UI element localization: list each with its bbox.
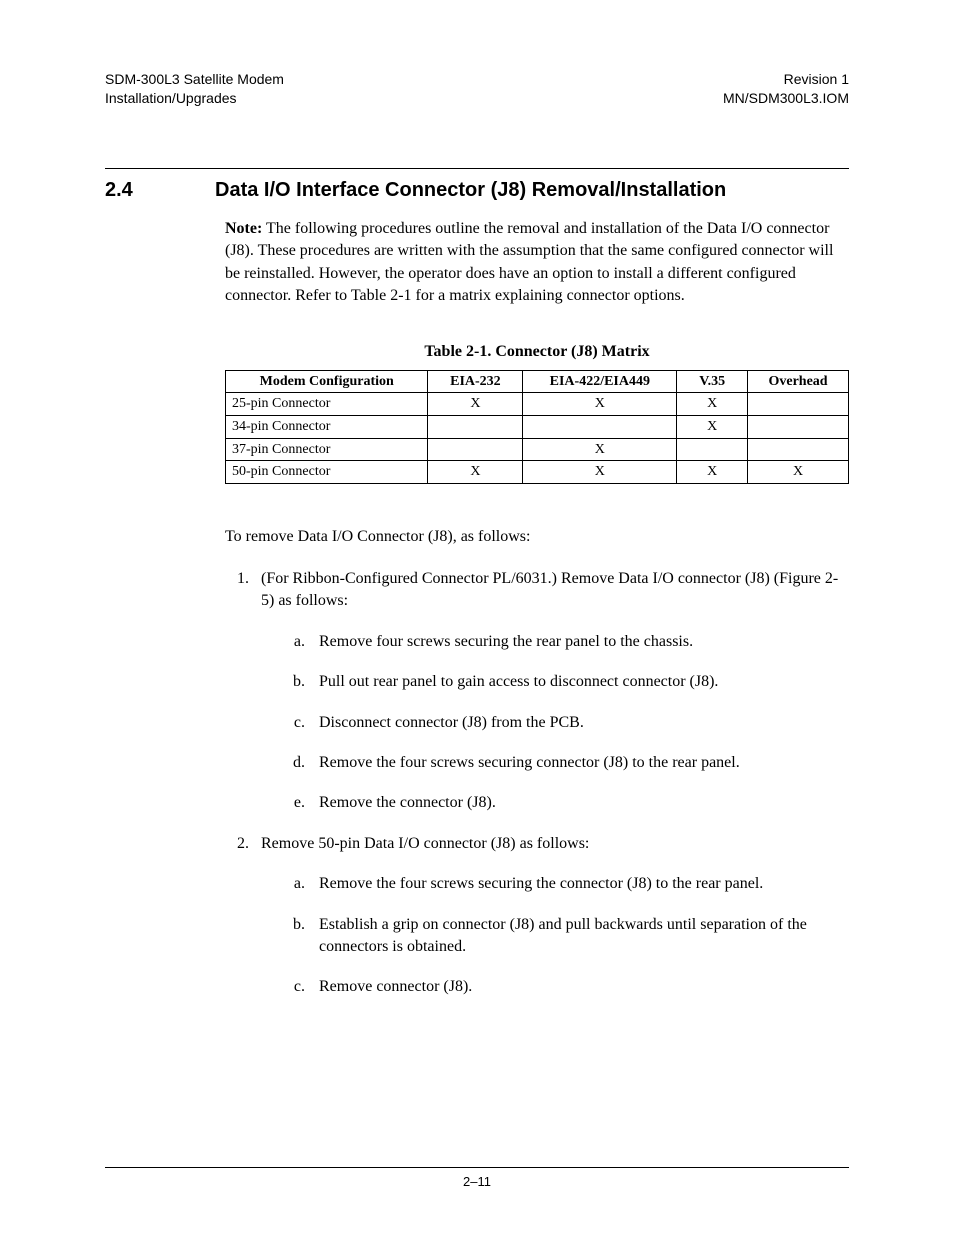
table-row: 25-pin Connector X X X: [226, 393, 849, 416]
list-item: Remove the four screws securing the conn…: [309, 873, 849, 895]
document-page: SDM-300L3 Satellite Modem Installation/U…: [0, 0, 954, 1235]
sub-list: Remove four screws securing the rear pan…: [261, 631, 849, 815]
footer-rule: [105, 1167, 849, 1168]
header-left: SDM-300L3 Satellite Modem Installation/U…: [105, 70, 284, 108]
step-text: (For Ribbon-Configured Connector PL/6031…: [261, 570, 838, 609]
header-section: Installation/Upgrades: [105, 89, 284, 108]
list-item: Disconnect connector (J8) from the PCB.: [309, 712, 849, 734]
table-header: V.35: [677, 370, 748, 393]
table-header: EIA-422/EIA449: [523, 370, 677, 393]
table-cell: [748, 438, 849, 461]
list-item: Remove connector (J8).: [309, 976, 849, 998]
table-header: Modem Configuration: [226, 370, 428, 393]
table-cell: [748, 415, 849, 438]
header-revision: Revision 1: [723, 70, 849, 89]
header-docid: MN/SDM300L3.IOM: [723, 89, 849, 108]
table-cell: X: [677, 415, 748, 438]
page-footer: 2–11: [105, 1167, 849, 1189]
sub-list: Remove the four screws securing the conn…: [261, 873, 849, 999]
section-heading: 2.4Data I/O Interface Connector (J8) Rem…: [105, 179, 849, 202]
body-content: Note: The following procedures outline t…: [225, 218, 849, 999]
table-cell: 50-pin Connector: [226, 461, 428, 484]
page-number: 2–11: [105, 1174, 849, 1189]
step-text: Remove 50-pin Data I/O connector (J8) as…: [261, 835, 589, 852]
table-cell: X: [428, 393, 523, 416]
table-cell: X: [428, 461, 523, 484]
list-item: Remove 50-pin Data I/O connector (J8) as…: [253, 833, 849, 999]
table-cell: [428, 415, 523, 438]
page-header: SDM-300L3 Satellite Modem Installation/U…: [105, 70, 849, 108]
section-title: Data I/O Interface Connector (J8) Remova…: [215, 179, 726, 201]
table-cell: X: [523, 438, 677, 461]
table-cell: 34-pin Connector: [226, 415, 428, 438]
section-number: 2.4: [105, 179, 215, 202]
list-item: Pull out rear panel to gain access to di…: [309, 671, 849, 693]
connector-matrix-table: Modem Configuration EIA-232 EIA-422/EIA4…: [225, 370, 849, 484]
procedure-list: (For Ribbon-Configured Connector PL/6031…: [225, 568, 849, 999]
intro-text: To remove Data I/O Connector (J8), as fo…: [225, 526, 849, 548]
table-row: 37-pin Connector X: [226, 438, 849, 461]
note-label: Note:: [225, 220, 262, 237]
list-item: (For Ribbon-Configured Connector PL/6031…: [253, 568, 849, 815]
note-paragraph: Note: The following procedures outline t…: [225, 218, 849, 308]
table-header: Overhead: [748, 370, 849, 393]
list-item: Establish a grip on connector (J8) and p…: [309, 914, 849, 959]
table-cell: X: [523, 461, 677, 484]
table-cell: X: [677, 461, 748, 484]
table-cell: [523, 415, 677, 438]
table-cell: X: [523, 393, 677, 416]
note-text: The following procedures outline the rem…: [225, 220, 833, 304]
table-cell: 25-pin Connector: [226, 393, 428, 416]
table-cell: [748, 393, 849, 416]
list-item: Remove four screws securing the rear pan…: [309, 631, 849, 653]
table-cell: X: [677, 393, 748, 416]
table-header: EIA-232: [428, 370, 523, 393]
list-item: Remove the four screws securing connecto…: [309, 752, 849, 774]
header-right: Revision 1 MN/SDM300L3.IOM: [723, 70, 849, 108]
table-caption: Table 2-1. Connector (J8) Matrix: [225, 341, 849, 363]
table-cell: [677, 438, 748, 461]
table-row: 34-pin Connector X: [226, 415, 849, 438]
table-cell: X: [748, 461, 849, 484]
header-rule: [105, 168, 849, 169]
header-product: SDM-300L3 Satellite Modem: [105, 70, 284, 89]
table-cell: 37-pin Connector: [226, 438, 428, 461]
table-header-row: Modem Configuration EIA-232 EIA-422/EIA4…: [226, 370, 849, 393]
table-cell: [428, 438, 523, 461]
list-item: Remove the connector (J8).: [309, 792, 849, 814]
table-row: 50-pin Connector X X X X: [226, 461, 849, 484]
